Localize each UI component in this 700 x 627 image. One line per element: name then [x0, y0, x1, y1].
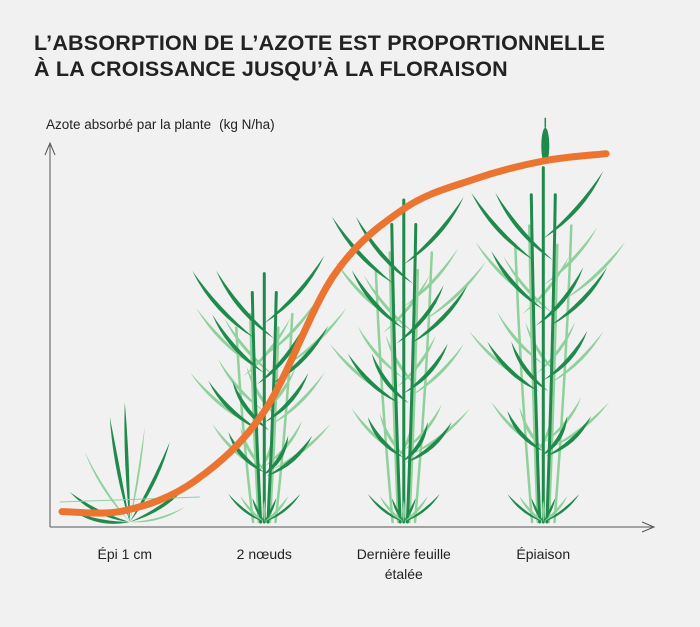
plant-leaf — [564, 241, 626, 300]
plant-stem — [514, 243, 534, 524]
y-axis-unit: (kg N/ha) — [219, 117, 275, 132]
plant-leaf — [124, 402, 130, 522]
x-tick-label: Épi 1 cm — [45, 544, 205, 564]
plant-leaf — [261, 435, 289, 477]
plant-leaf — [542, 500, 545, 522]
plant-leaf — [129, 507, 185, 523]
y-axis-arrow — [44, 141, 56, 156]
x-tick-label-line: 2 nœuds — [236, 546, 292, 562]
title-line-1: L’ABSORPTION DE L’AZOTE EST PROPORTIONNE… — [34, 31, 606, 55]
x-axis-arrow — [641, 521, 656, 533]
plant-leaf — [403, 498, 416, 522]
y-axis-label-text: Azote absorbé par la plante — [46, 117, 212, 132]
plant-stem — [408, 268, 420, 524]
x-tick-label: Épiaison — [463, 544, 623, 564]
wheat-plant-3 — [329, 196, 486, 524]
x-tick-label-line: Épiaison — [516, 546, 571, 562]
y-axis-label: Azote absorbé par la plante (kg N/ha) — [46, 117, 275, 132]
plant-leaf — [74, 512, 130, 524]
x-tick-label-line: Dernière feuille — [356, 546, 451, 562]
plant-stem — [268, 326, 280, 524]
plant-leaf — [192, 270, 255, 339]
plant-stem — [547, 243, 559, 524]
plant-leaf — [264, 498, 277, 522]
x-tick-label: Dernière feuille étalée — [324, 544, 484, 584]
x-tick-label-line: étalée — [384, 566, 423, 582]
plant-leaf — [543, 498, 556, 522]
plant-illustrations — [59, 117, 626, 524]
plant-leaf-fine — [59, 496, 200, 503]
plant-leaf — [402, 500, 406, 522]
plant-stem — [528, 224, 539, 524]
plant-leaf — [503, 256, 554, 315]
title-line-2: À LA CROISSANCE JUSQU’À LA FLORAISON — [34, 57, 508, 81]
plant-leaf — [410, 344, 464, 396]
plant-stem — [405, 223, 418, 524]
plant-stem — [545, 193, 557, 524]
plant-stem — [553, 224, 573, 524]
plant-stem — [266, 291, 278, 524]
plant-leaf — [401, 422, 428, 463]
plant-leaf — [69, 492, 130, 522]
plant-stem — [413, 251, 434, 524]
x-tick-label: 2 nœuds — [184, 544, 344, 564]
plant-leaf — [410, 408, 470, 455]
plant-stem — [390, 223, 402, 524]
wheat-plant-4 — [469, 117, 626, 524]
wheat-ear — [541, 127, 550, 164]
plant-leaf — [424, 261, 486, 320]
nitrogen-uptake-curve — [58, 150, 610, 517]
plant-leaf — [531, 498, 544, 522]
plant-leaf — [109, 417, 130, 522]
wheat-plant-1 — [59, 402, 200, 524]
plant-leaf — [550, 331, 604, 384]
plant-leaf — [543, 171, 604, 239]
plant-stem — [374, 268, 394, 524]
plant-leaf — [540, 416, 568, 457]
plant-leaf — [252, 498, 265, 522]
plant-leaf — [263, 500, 266, 522]
chart-title: L’ABSORPTION DE L’AZOTE EST PROPORTIONNE… — [34, 30, 605, 82]
x-tick-label-line: Épi 1 cm — [97, 546, 152, 562]
plant-leaf — [271, 424, 331, 471]
plant-stem — [529, 193, 542, 524]
plant-leaf — [391, 498, 404, 522]
axes — [44, 141, 656, 533]
plant-stem — [274, 312, 294, 524]
